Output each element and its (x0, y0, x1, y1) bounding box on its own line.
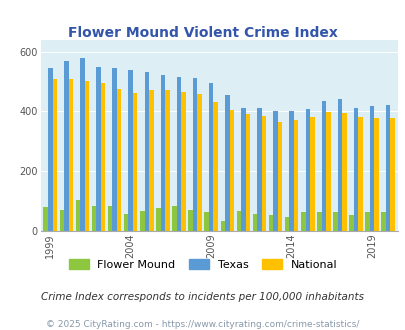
Bar (224, 95, 229, 231)
Bar (300, 213, 305, 231)
Bar (176, 77, 181, 231)
Bar (209, 83, 213, 231)
Bar (337, 99, 341, 231)
Bar (197, 94, 201, 231)
Bar (316, 212, 321, 231)
Bar (108, 206, 112, 231)
Text: Crime Index corresponds to incidents per 100,000 inhabitants: Crime Index corresponds to incidents per… (41, 292, 364, 302)
Text: Flower Mound Violent Crime Index: Flower Mound Violent Crime Index (68, 26, 337, 40)
Bar (204, 213, 209, 231)
Bar (245, 115, 249, 231)
Bar (348, 214, 353, 231)
Bar (149, 90, 153, 231)
Bar (321, 101, 325, 231)
Bar (188, 210, 192, 231)
Bar (48, 68, 52, 231)
Bar (261, 115, 266, 231)
Bar (92, 206, 96, 231)
Bar (156, 208, 160, 231)
Bar (293, 120, 298, 231)
Bar (385, 105, 390, 231)
Bar (80, 58, 85, 231)
Bar (364, 212, 369, 231)
Bar (52, 79, 57, 231)
Bar (124, 214, 128, 231)
Bar (160, 76, 165, 231)
Bar (357, 117, 362, 231)
Bar (236, 211, 241, 231)
Bar (381, 213, 385, 231)
Bar (373, 118, 378, 231)
Bar (140, 211, 144, 231)
Bar (60, 210, 64, 231)
Bar (112, 68, 117, 231)
Bar (96, 67, 100, 231)
Bar (325, 112, 330, 231)
Bar (172, 207, 176, 231)
Bar (117, 89, 121, 231)
Bar (192, 79, 197, 231)
Bar (68, 80, 73, 231)
Bar (75, 200, 80, 231)
Bar (284, 217, 289, 231)
Bar (144, 73, 149, 231)
Bar (341, 113, 346, 231)
Bar (100, 83, 105, 231)
Legend: Flower Mound, Texas, National: Flower Mound, Texas, National (64, 255, 341, 274)
Bar (309, 117, 314, 231)
Text: © 2025 CityRating.com - https://www.cityrating.com/crime-statistics/: © 2025 CityRating.com - https://www.city… (46, 320, 359, 329)
Bar (213, 102, 217, 231)
Bar (369, 106, 373, 231)
Bar (128, 70, 133, 231)
Bar (133, 92, 137, 231)
Bar (273, 112, 277, 231)
Bar (305, 109, 309, 231)
Bar (64, 60, 68, 231)
Bar (268, 215, 273, 231)
Bar (220, 221, 224, 231)
Bar (289, 112, 293, 231)
Bar (229, 110, 233, 231)
Bar (43, 207, 48, 231)
Bar (257, 108, 261, 231)
Bar (165, 89, 169, 231)
Bar (85, 82, 89, 231)
Bar (390, 118, 394, 231)
Bar (333, 213, 337, 231)
Bar (277, 122, 281, 231)
Bar (252, 214, 257, 231)
Bar (353, 108, 357, 231)
Bar (241, 108, 245, 231)
Bar (181, 92, 185, 231)
